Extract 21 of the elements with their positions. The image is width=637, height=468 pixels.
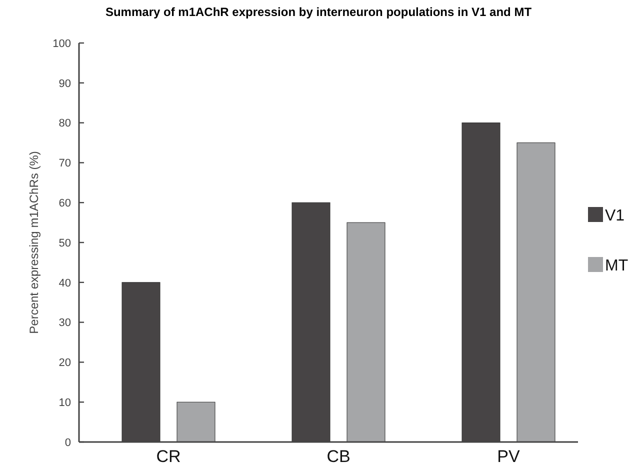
y-axis-title: Percent expressing m1AChRs (%) bbox=[27, 151, 41, 334]
y-tick-label: 20 bbox=[58, 357, 71, 370]
y-tick-label: 90 bbox=[58, 78, 71, 90]
y-tick-label: 10 bbox=[58, 396, 71, 409]
x-tick-label: PV bbox=[497, 447, 520, 466]
bar bbox=[516, 142, 556, 442]
y-tick-label: 60 bbox=[58, 197, 71, 210]
chart-title: Summary of m1AChR expression by interneuron populations in V1 and MT bbox=[105, 5, 532, 19]
y-tick-label: 80 bbox=[58, 118, 71, 130]
bar bbox=[176, 402, 216, 442]
y-tick-label: 30 bbox=[58, 317, 71, 330]
y-tick-label: 50 bbox=[58, 237, 71, 250]
y-tick-label: 40 bbox=[58, 277, 71, 290]
bar bbox=[346, 222, 386, 442]
x-tick-label: CR bbox=[156, 447, 181, 466]
x-tick-label: CB bbox=[326, 447, 350, 466]
legend-label: V1 bbox=[605, 208, 625, 225]
legend-label: MT bbox=[605, 258, 628, 275]
y-tick-label: 70 bbox=[58, 158, 71, 170]
y-tick-label: 0 bbox=[64, 436, 71, 449]
y-tick-label: 100 bbox=[52, 38, 71, 50]
